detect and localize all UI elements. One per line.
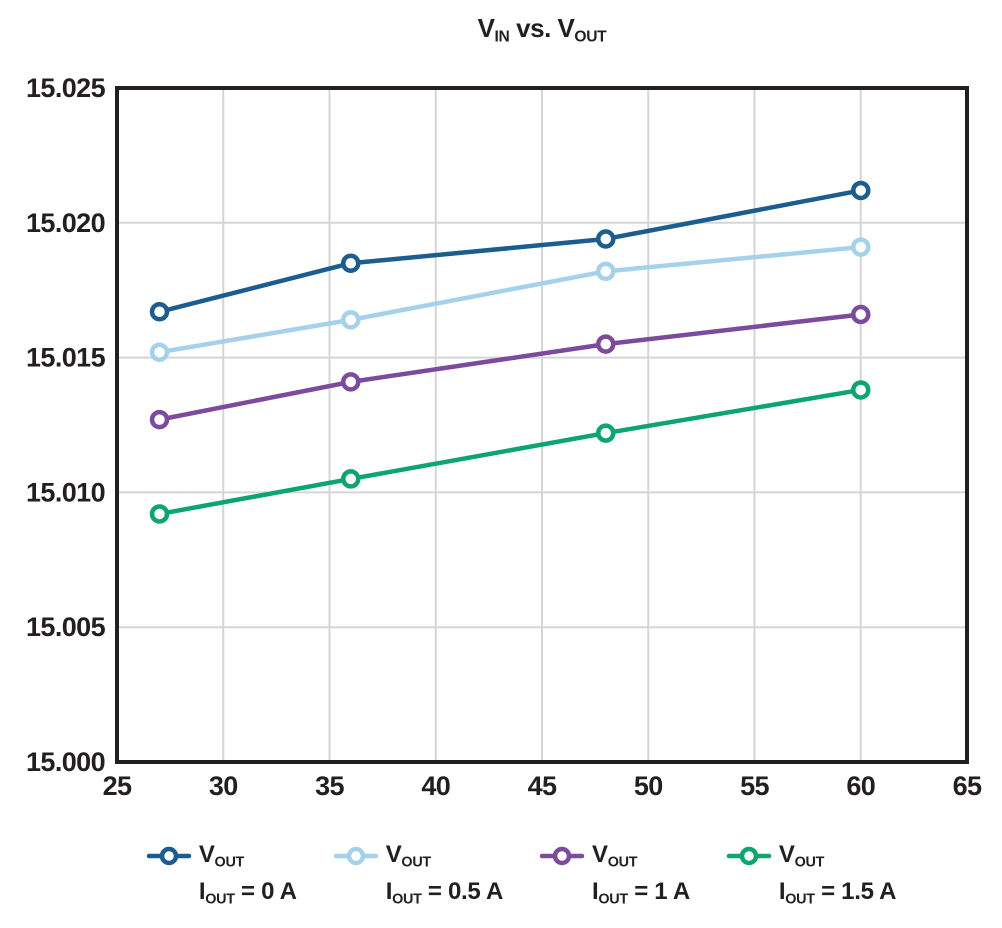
data-point-marker — [596, 261, 616, 282]
data-point-marker — [851, 180, 871, 201]
data-point-marker — [341, 310, 361, 330]
x-tick-label: 40 — [421, 771, 450, 801]
x-tick-label: 50 — [634, 771, 663, 801]
legend-label-line2: IOUT = 0.5 A — [385, 878, 504, 908]
data-point-marker — [596, 334, 616, 354]
data-point-marker — [341, 253, 361, 273]
legend-label: VOUT IOUT = 0 A — [199, 840, 297, 915]
y-tick-label: 15.005 — [26, 612, 106, 642]
legend-label-line1: VOUT — [198, 841, 245, 871]
subscript-text: OUT — [214, 854, 245, 871]
series-line-0 — [157, 188, 863, 315]
legend-label: VOUT IOUT = 1.5 A — [778, 840, 897, 915]
data-point-marker — [851, 237, 871, 257]
y-tick-label: 15.020 — [26, 208, 105, 238]
x-tick-label: 65 — [953, 771, 982, 801]
x-tick-label: 35 — [315, 771, 344, 801]
legend-marker-icon — [726, 846, 772, 866]
legend-marker-icon — [333, 846, 378, 866]
subscript-text: OUT — [607, 854, 638, 871]
legend-label: VOUT IOUT = 1 A — [592, 840, 690, 915]
subscript-text: OUT — [574, 28, 607, 46]
legend-entry-1: VOUT IOUT = 0.5 A — [333, 840, 503, 915]
data-point-marker — [596, 423, 616, 443]
legend-marker-icon — [539, 846, 585, 866]
legend-label-line2: IOUT = 0 A — [198, 878, 297, 908]
data-point-marker — [149, 504, 170, 524]
legend-label-line1: VOUT — [592, 841, 638, 871]
series-line-2 — [157, 312, 863, 422]
x-tick-label: 55 — [740, 771, 769, 801]
data-point-marker — [341, 469, 361, 489]
data-point-marker — [149, 409, 170, 430]
x-tick-label: 45 — [528, 771, 557, 801]
legend-entry-2: VOUT IOUT = 1 A — [539, 840, 690, 915]
subscript-text: OUT — [785, 891, 815, 908]
legend-label: VOUT IOUT = 0.5 A — [385, 840, 504, 915]
data-point-marker — [149, 342, 170, 362]
subscript-text: OUT — [598, 891, 628, 908]
data-point-marker — [851, 304, 871, 325]
subscript-text: OUT — [392, 891, 422, 908]
x-tick-label: 60 — [846, 771, 875, 801]
series-line-1 — [157, 244, 863, 355]
legend-label-line1: VOUT — [385, 841, 432, 871]
data-point-marker — [851, 380, 871, 400]
legend-entry-0: VOUT IOUT = 0 A — [146, 840, 297, 915]
y-tick-label: 15.025 — [26, 73, 106, 103]
series-line-3 — [157, 387, 863, 517]
subscript-text: OUT — [205, 891, 235, 908]
subscript-text: IN — [494, 28, 510, 46]
legend: VOUT IOUT = 0 A VOUT IOUT = 0.5 A VOUT IOUT =… — [40, 840, 1002, 915]
x-tick-label: 30 — [209, 771, 238, 801]
legend-marker-icon — [146, 846, 192, 866]
legend-label-line1: VOUT — [778, 841, 825, 871]
data-point-marker — [341, 372, 361, 392]
x-tick-label: 25 — [103, 771, 132, 801]
subscript-text: OUT — [401, 854, 431, 871]
plot-border — [115, 86, 969, 764]
legend-label-line2: IOUT = 1.5 A — [778, 878, 897, 908]
y-tick-label: 15.015 — [26, 343, 106, 373]
y-tick-label: 15.000 — [26, 747, 105, 777]
legend-entry-3: VOUT IOUT = 1.5 A — [726, 840, 896, 915]
subscript-text: OUT — [794, 854, 825, 871]
data-point-marker — [596, 229, 616, 249]
y-tick-label: 15.010 — [26, 477, 105, 507]
data-point-marker — [149, 302, 170, 322]
legend-label-line2: IOUT = 1 A — [592, 878, 690, 908]
chart-title: VIN vs. VOUT — [477, 13, 607, 46]
